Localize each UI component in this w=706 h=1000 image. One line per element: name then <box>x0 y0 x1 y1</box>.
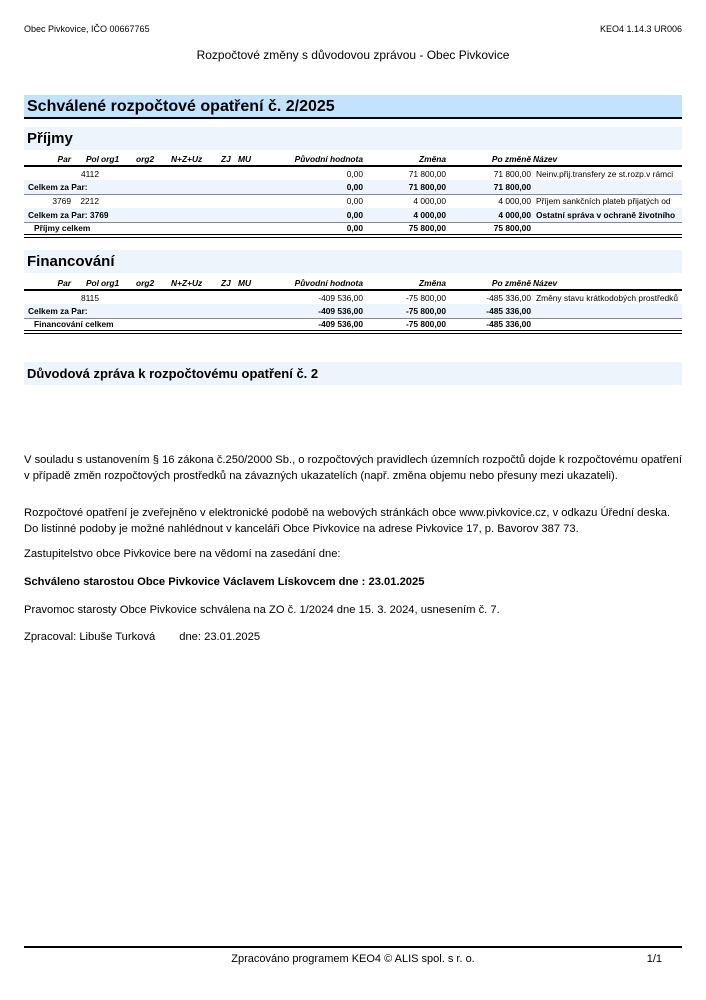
page-number: 1/1 <box>646 953 662 965</box>
pol-cell: 8115 <box>80 292 99 303</box>
zmena-cell: 71 800,00 <box>364 180 447 194</box>
zmena-cell: -75 800,00 <box>364 304 447 318</box>
pol-cell: 4112 <box>80 168 99 179</box>
nazev-cell: Změny stavu krátkodobých prostředků <box>536 292 678 303</box>
column-header: Změna <box>419 153 446 164</box>
footer-divider <box>24 946 682 948</box>
zmena-cell: 71 800,00 <box>408 168 446 179</box>
prijmy-title: Příjmy <box>27 130 73 147</box>
column-header: Po změně <box>491 153 531 164</box>
column-header: Původní hodnota <box>294 277 363 288</box>
column-header-row: Par Pol org1 org2 N+Z+Uz ZJ MU Původní hodnota Z… <box>24 152 682 166</box>
column-header: Změna <box>419 277 446 288</box>
column-header: Par <box>57 153 71 164</box>
column-header: ZJ <box>221 153 231 164</box>
nazev-cell: Neinv.přij.transfery ze st.rozp.v rámci <box>536 168 674 179</box>
po-zmene-cell: -485 336,00 <box>447 304 532 318</box>
paragraph: Zastupitelstvo obce Pivkovice bere na vě… <box>24 548 341 560</box>
paragraph: Rozpočtové opatření je zveřejněno v elek… <box>24 507 671 535</box>
paragraph: V souladu s ustanovením § 16 zákona č.25… <box>24 454 682 482</box>
pol-cell: 2212 <box>80 196 99 207</box>
po-zmene-cell: -485 336,00 <box>486 319 531 330</box>
report-title: Rozpočtové změny s důvodovou zprávou - O… <box>196 48 510 62</box>
zmena-cell: 4 000,00 <box>364 208 447 222</box>
nazev-cell: Příjem sankčních plateb přijatých od <box>536 196 671 207</box>
nazev-cell <box>532 304 682 318</box>
column-header: org1 <box>101 277 120 288</box>
column-header: MU <box>238 277 252 288</box>
puvodni-cell: 0,00 <box>346 196 363 207</box>
puvodni-cell: -409 536,00 <box>318 319 363 330</box>
par-cell <box>24 166 72 180</box>
main-title: Schválené rozpočtové opatření č. 2/2025 <box>27 98 335 115</box>
zmena-cell: -75 800,00 <box>405 292 446 303</box>
row-label: Příjmy celkem <box>34 223 91 234</box>
financovani-title: Financování <box>27 253 115 270</box>
table-row: 4112 0,00 71 800,00 71 800,00 Neinv.přij.tra… <box>24 166 682 180</box>
table-row: Příjmy celkem 0,00 75 800,00 75 800,00 <box>24 222 682 236</box>
row-label: Financování celkem <box>34 319 114 330</box>
table-row: 8115 -409 536,00 -75 800,00 -485 336,00 Změn… <box>24 290 682 304</box>
column-header: MU <box>238 153 252 164</box>
column-header: N+Z+Uz <box>171 277 203 288</box>
main-title-band: Schválené rozpočtové opatření č. 2/2025 <box>24 95 682 119</box>
par-cell <box>24 290 72 304</box>
nazev-cell <box>532 222 682 236</box>
column-header: Název <box>533 153 558 164</box>
column-header: Pol <box>85 277 99 288</box>
prijmy-table: Par Pol org1 org2 N+Z+Uz ZJ MU Původní hodnota Z… <box>24 152 682 238</box>
paragraph: Pravomoc starosty Obce Pivkovice schvále… <box>24 604 500 616</box>
prijmy-band: Příjmy <box>24 127 682 150</box>
po-zmene-cell: 71 800,00 <box>493 168 531 179</box>
puvodni-cell: 0,00 <box>254 180 364 194</box>
puvodni-cell: -409 536,00 <box>318 292 363 303</box>
column-header: N+Z+Uz <box>171 153 203 164</box>
zmena-cell: -75 800,00 <box>405 319 446 330</box>
table-row: Celkem za Par: -409 536,00 -75 800,00 -485 … <box>24 304 682 318</box>
processed-name: Zpracoval: Libuše Turková <box>24 631 156 643</box>
column-header: Po změně <box>491 277 531 288</box>
row-label: Celkem za Par: <box>24 180 254 194</box>
column-header: org1 <box>101 153 120 164</box>
par-cell: 3769 <box>52 196 71 207</box>
column-header-row: Par Pol org1 org2 N+Z+Uz ZJ MU Původní hodnota Z… <box>24 276 682 290</box>
nazev-cell: Ostatní správa v ochraně životního <box>532 208 682 222</box>
footer-text: Zpracováno programem KEO4 © ALIS spol. s… <box>231 953 475 965</box>
financovani-table: Par Pol org1 org2 N+Z+Uz ZJ MU Původní hodnota Z… <box>24 276 682 334</box>
nazev-cell <box>532 318 682 332</box>
table-row: Celkem za Par: 0,00 71 800,00 71 800,00 <box>24 180 682 194</box>
financovani-band: Financování <box>24 250 682 273</box>
po-zmene-cell: -485 336,00 <box>486 292 531 303</box>
po-zmene-cell: 71 800,00 <box>447 180 532 194</box>
column-header: Název <box>533 277 558 288</box>
processed-by: Zpracoval: Libuše Turková dne: 23.01.2025 <box>24 629 684 645</box>
zprava-band: Důvodová zpráva k rozpočtovému opatření … <box>24 362 682 385</box>
column-header: Pol <box>85 153 99 164</box>
approval-line: Schváleno starostou Obce Pivkovice Václa… <box>24 576 425 588</box>
table-row: Financování celkem -409 536,00 -75 800,00 -… <box>24 318 682 332</box>
header-version: KEO4 1.14.3 UR006 <box>599 24 682 34</box>
puvodni-cell: -409 536,00 <box>254 304 364 318</box>
po-zmene-cell: 75 800,00 <box>493 223 531 234</box>
header-org: Obec Pivkovice, IČO 00667765 <box>24 24 150 34</box>
zmena-cell: 75 800,00 <box>408 223 446 234</box>
table-row: 3769 2212 0,00 4 000,00 4 000,00 Příjem sankč… <box>24 194 682 208</box>
puvodni-cell: 0,00 <box>254 208 364 222</box>
column-header: Par <box>57 277 71 288</box>
po-zmene-cell: 4 000,00 <box>498 196 531 207</box>
row-label: Celkem za Par: 3769 <box>24 208 254 222</box>
column-header: org2 <box>136 277 155 288</box>
zprava-title: Důvodová zpráva k rozpočtovému opatření … <box>27 366 319 381</box>
zmena-cell: 4 000,00 <box>413 196 446 207</box>
puvodni-cell: 0,00 <box>346 168 363 179</box>
table-row: Celkem za Par: 3769 0,00 4 000,00 4 000,00 O… <box>24 208 682 222</box>
nazev-cell <box>532 180 682 194</box>
column-header: ZJ <box>221 277 231 288</box>
row-label: Celkem za Par: <box>24 304 254 318</box>
po-zmene-cell: 4 000,00 <box>447 208 532 222</box>
processed-date: dne: 23.01.2025 <box>179 631 261 643</box>
puvodni-cell: 0,00 <box>346 223 363 234</box>
column-header: Původní hodnota <box>294 153 363 164</box>
column-header: org2 <box>136 153 155 164</box>
